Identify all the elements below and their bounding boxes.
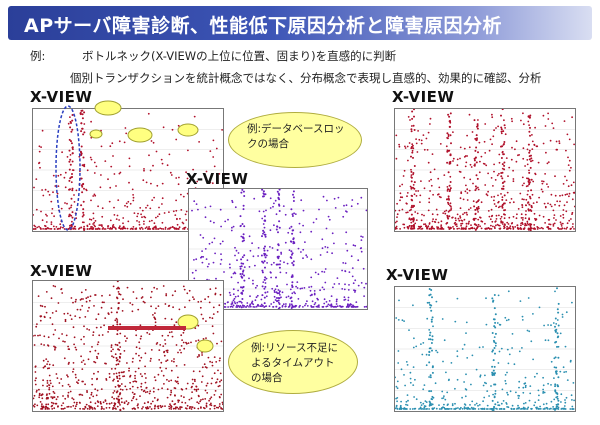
title-bar: APサーバ障害診断、性能低下原因分析と障害原因分析: [8, 6, 592, 40]
chart-label-1: X-VIEW: [30, 88, 93, 106]
intro-line-2: 個別トランザクションを統計概念ではなく、分布概念で表現し直感的、効果的に確認、分…: [70, 71, 542, 85]
callout-db-lock: 例:データベースロックの場合: [228, 112, 362, 168]
highlight-ellipse-1: [55, 105, 81, 231]
note-ellipse-3: [177, 123, 199, 137]
callout-db-lock-text: 例:データベースロックの場合: [247, 123, 345, 150]
note-ellipse-4: [89, 129, 103, 139]
note-ellipse-2: [127, 127, 153, 143]
chart-label-4: X-VIEW: [30, 262, 93, 280]
intro-line-1: 例: ボトルネック(X-VIEWの上位に位置、固まり)を直感的に判断: [30, 48, 396, 64]
xview-chart-2: [394, 108, 576, 232]
intro-text-1: ボトルネック(X-VIEWの上位に位置、固まり)を直感的に判断: [82, 49, 397, 63]
scatter-points: [395, 109, 575, 231]
scatter-points: [395, 287, 575, 411]
note-ellipse-1: [94, 100, 122, 116]
note-ellipse-5: [177, 314, 199, 330]
threshold-bar: [108, 326, 186, 330]
chart-label-3: X-VIEW: [186, 170, 249, 188]
note-ellipse-6: [196, 339, 214, 353]
xview-chart-4: [32, 280, 224, 412]
intro-label: 例:: [30, 49, 46, 63]
chart-label-2: X-VIEW: [392, 88, 455, 106]
page-title: APサーバ障害診断、性能低下原因分析と障害原因分析: [24, 15, 502, 37]
chart-label-5: X-VIEW: [386, 266, 449, 284]
callout-timeout: 例:リソース不足によるタイムアウトの場合: [228, 330, 358, 394]
xview-chart-5: [394, 286, 576, 412]
callout-timeout-text: 例:リソース不足によるタイムアウトの場合: [251, 342, 339, 384]
